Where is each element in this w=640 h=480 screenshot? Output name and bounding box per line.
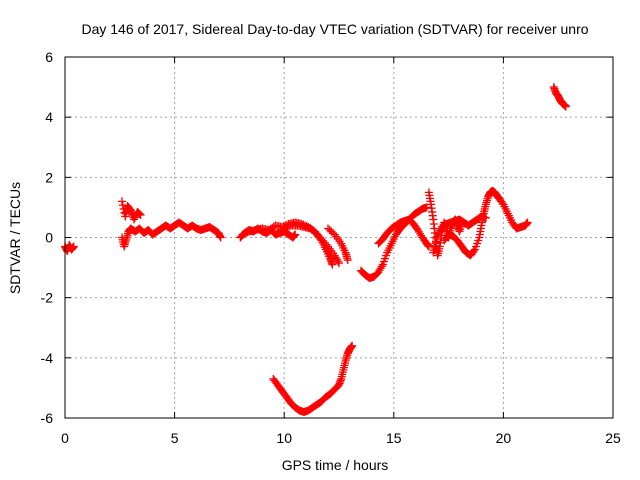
- x-tick-label: 0: [61, 430, 69, 446]
- data-point: [130, 215, 139, 224]
- data-point: [291, 230, 300, 239]
- y-tick-label: -4: [41, 350, 54, 366]
- data-point: [377, 262, 386, 271]
- y-tick-label: -6: [41, 410, 54, 426]
- data-point: [343, 256, 352, 265]
- data-point: [118, 201, 127, 210]
- data-point: [561, 102, 570, 111]
- data-point: [424, 242, 433, 251]
- chart-title: Day 146 of 2017, Sidereal Day-to-day VTE…: [81, 21, 588, 37]
- data-series-sdtvar: [61, 83, 570, 416]
- x-tick-label: 5: [171, 430, 179, 446]
- x-axis-label: GPS time / hours: [282, 457, 389, 473]
- data-point: [328, 260, 337, 269]
- data-point: [348, 341, 357, 350]
- data-point: [523, 218, 532, 227]
- x-tick-label: 10: [276, 430, 292, 446]
- y-tick-label: 0: [45, 230, 53, 246]
- x-tick-label: 15: [386, 430, 402, 446]
- data-point: [335, 259, 343, 268]
- data-point: [135, 210, 144, 219]
- data-point: [130, 213, 139, 222]
- y-axis-label: SDTVAR / TECUs: [7, 182, 23, 294]
- data-point: [136, 210, 145, 219]
- data-point: [125, 205, 134, 214]
- y-tick-label: 2: [45, 169, 53, 185]
- x-tick-label: 20: [496, 430, 512, 446]
- data-point: [120, 208, 129, 217]
- grid-lines: [65, 57, 613, 418]
- data-point: [216, 233, 225, 242]
- data-point: [469, 247, 478, 256]
- y-tick-label: 6: [45, 49, 53, 65]
- axis-ticks: 0 5 10 15 20 25 -6 -4 -2 0 2 4 6: [41, 49, 621, 446]
- y-tick-label: -2: [41, 290, 54, 306]
- y-tick-label: 4: [45, 109, 53, 125]
- data-point: [134, 209, 143, 218]
- data-point: [422, 203, 431, 212]
- data-point: [69, 242, 78, 251]
- data-point: [117, 197, 126, 206]
- x-tick-label: 25: [605, 430, 621, 446]
